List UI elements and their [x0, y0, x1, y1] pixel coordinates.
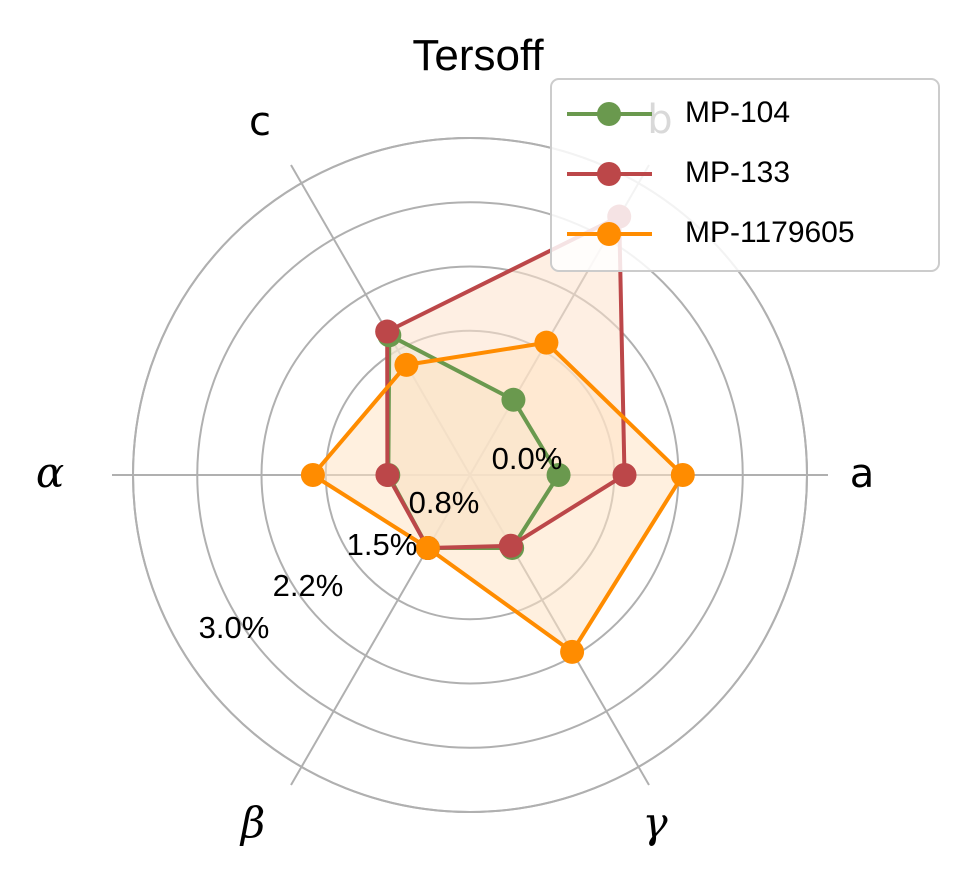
series-fill-2: [312, 342, 683, 652]
legend-entry: MP-1179605: [685, 216, 855, 249]
chart-title: Tersoff: [412, 31, 544, 80]
axis-label: α: [36, 448, 64, 497]
data-point: [394, 352, 419, 377]
data-point: [375, 463, 400, 487]
data-point: [498, 533, 523, 558]
legend-entry: MP-104: [685, 96, 790, 129]
radial-tick-labels: 0.0% 0.8% 1.5%2.2%3.0%: [199, 441, 563, 645]
radial-tick-label: 3.0%: [199, 610, 270, 645]
data-point: [546, 463, 571, 487]
axis-label: c: [249, 99, 271, 145]
axis-label: γ: [642, 798, 668, 847]
legend-frame: [550, 78, 940, 272]
axis-label: a: [850, 451, 875, 497]
series-fills: [312, 216, 683, 652]
data-point: [534, 330, 559, 355]
legend-entry: MP-133: [685, 156, 790, 189]
legend-swatch-marker: [597, 222, 621, 246]
legend-swatch-marker: [597, 102, 621, 126]
axis-label: β: [239, 798, 265, 847]
radial-tick-label: 1.5%: [347, 527, 418, 562]
data-point: [612, 463, 637, 487]
radar-grid: [112, 137, 828, 813]
radial-tick-label: 0.8%: [409, 485, 480, 520]
radial-tick-label: 0.0%: [492, 441, 563, 476]
data-point: [670, 463, 695, 487]
legend: MP-104 MP-133 MP-1179605: [550, 78, 940, 272]
radial-tick-label: 2.2%: [273, 568, 344, 603]
data-point: [300, 463, 325, 487]
data-point: [415, 535, 440, 560]
data-point: [501, 387, 526, 412]
legend-swatch-marker: [597, 162, 621, 186]
data-point: [560, 639, 585, 664]
data-point: [375, 319, 400, 344]
